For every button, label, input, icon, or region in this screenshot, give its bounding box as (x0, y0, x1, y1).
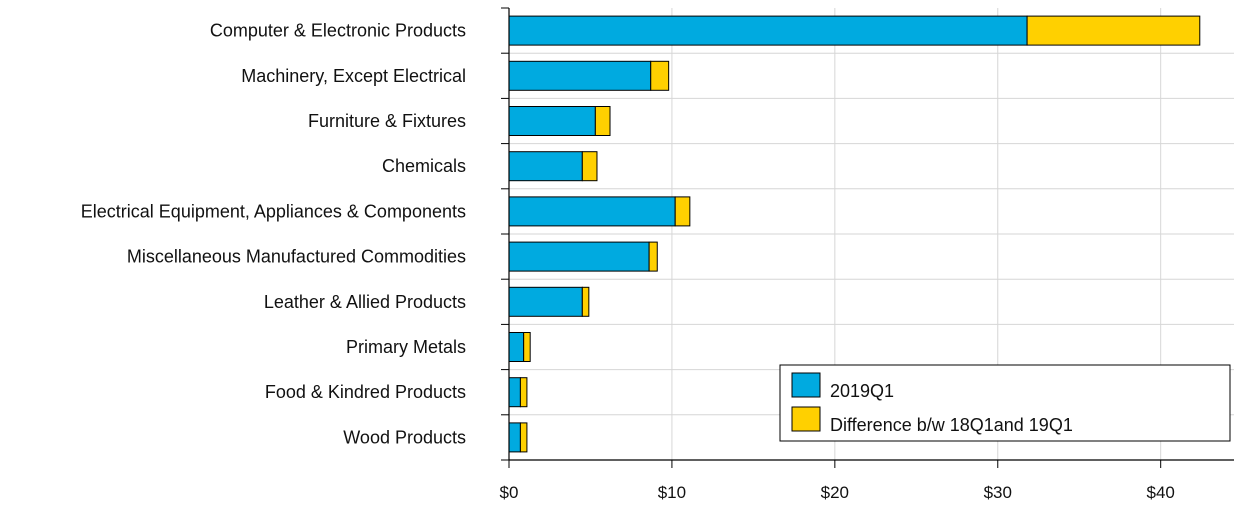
legend-swatch-2019q1 (791, 372, 821, 398)
bar-difference (1026, 15, 1201, 46)
bar-difference (650, 60, 670, 91)
x-tick-label: $20 (821, 483, 849, 502)
bar-difference (523, 332, 531, 362)
bar-difference (519, 422, 528, 453)
category-label: Furniture & Fixtures (308, 111, 466, 131)
category-label: Computer & Electronic Products (210, 21, 466, 41)
bar-difference (594, 106, 611, 136)
bar-2019q1 (508, 60, 652, 91)
category-label: Machinery, Except Electrical (241, 66, 466, 86)
bars (508, 15, 1201, 453)
legend-label: 2019Q1 (830, 381, 894, 401)
bar-2019q1 (508, 286, 583, 317)
legend-swatch-difference (791, 406, 821, 432)
category-label: Electrical Equipment, Appliances & Compo… (81, 201, 466, 221)
bar-2019q1 (508, 15, 1028, 46)
bar-difference (648, 241, 658, 272)
category-label: Food & Kindred Products (265, 382, 466, 402)
bar-difference (581, 286, 590, 317)
bar-2019q1 (508, 241, 650, 272)
bar-difference (519, 377, 528, 408)
bar-2019q1 (508, 377, 521, 408)
category-label: Leather & Allied Products (264, 292, 466, 312)
bar-difference (581, 151, 598, 182)
x-tick-label: $0 (500, 483, 519, 502)
legend: 2019Q1 Difference b/w 18Q1and 19Q1 (779, 364, 1231, 442)
category-label: Miscellaneous Manufactured Commodities (127, 247, 466, 267)
bar-2019q1 (508, 151, 583, 182)
x-tick-label: $30 (984, 483, 1012, 502)
axes: $0 $10 $20 $30 $40 (500, 7, 1234, 502)
x-tick-label: $10 (658, 483, 686, 502)
legend-box (779, 364, 1231, 442)
bar-2019q1 (508, 106, 596, 136)
bar-2019q1 (508, 196, 676, 227)
category-label: Wood Products (343, 427, 466, 447)
category-label: Chemicals (382, 156, 466, 176)
x-tick-label: $40 (1146, 483, 1174, 502)
bar-2019q1 (508, 332, 525, 362)
bar-difference (674, 196, 691, 227)
legend-label: Difference b/w 18Q1and 19Q1 (830, 415, 1073, 435)
category-labels: Computer & Electronic Products Machinery,… (81, 21, 466, 448)
category-label: Primary Metals (346, 337, 466, 357)
bar-2019q1 (508, 422, 521, 453)
